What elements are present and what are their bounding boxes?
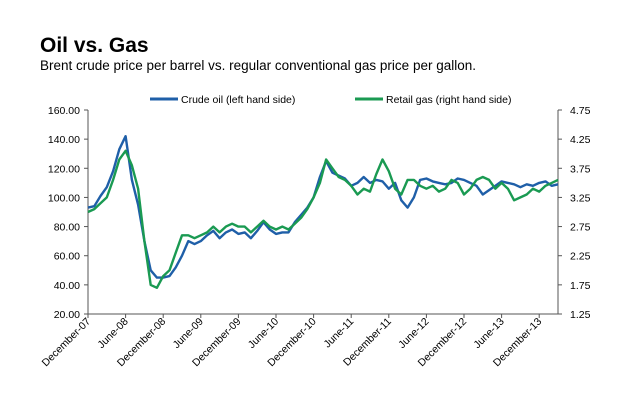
y-left-tick-label: 160.00 xyxy=(48,105,80,117)
y-left-tick-label: 140.00 xyxy=(48,134,80,146)
x-tick-label: June-10 xyxy=(246,316,281,351)
y-right-tick-label: 2.75 xyxy=(570,222,591,234)
x-tick-label: December-07 xyxy=(40,316,94,370)
x-tick-label: June-13 xyxy=(471,316,506,351)
y-left-tick-label: 60.00 xyxy=(54,251,80,263)
x-tick-label: June-08 xyxy=(95,316,130,351)
y-right-tick-label: 4.75 xyxy=(570,105,591,117)
y-right-tick-label: 4.25 xyxy=(570,134,591,146)
chart-subtitle: Brent crude price per barrel vs. regular… xyxy=(40,58,476,73)
x-tick-label: June-09 xyxy=(171,316,206,351)
legend-label-gas: Retail gas (right hand side) xyxy=(386,94,511,106)
y-left-tick-label: 20.00 xyxy=(54,309,80,321)
y-right-tick-label: 3.75 xyxy=(570,163,591,175)
y-right-tick-label: 2.25 xyxy=(570,251,591,263)
y-left-tick-label: 40.00 xyxy=(54,280,80,292)
legend-label-crude: Crude oil (left hand side) xyxy=(181,94,295,106)
y-right-tick-label: 1.25 xyxy=(570,309,591,321)
chart-title: Oil vs. Gas xyxy=(40,34,149,57)
y-left-tick-label: 80.00 xyxy=(54,222,80,234)
crude-oil-series-line xyxy=(87,134,559,279)
x-tick-label: June-11 xyxy=(322,316,357,351)
y-right-tick-label: 1.75 xyxy=(570,280,591,292)
y-left-tick-label: 100.00 xyxy=(48,192,80,204)
retail-gas-series-line xyxy=(87,149,559,289)
x-tick-label: June-12 xyxy=(396,316,431,351)
y-left-tick-label: 120.00 xyxy=(48,163,80,175)
y-right-tick-label: 3.25 xyxy=(570,192,591,204)
